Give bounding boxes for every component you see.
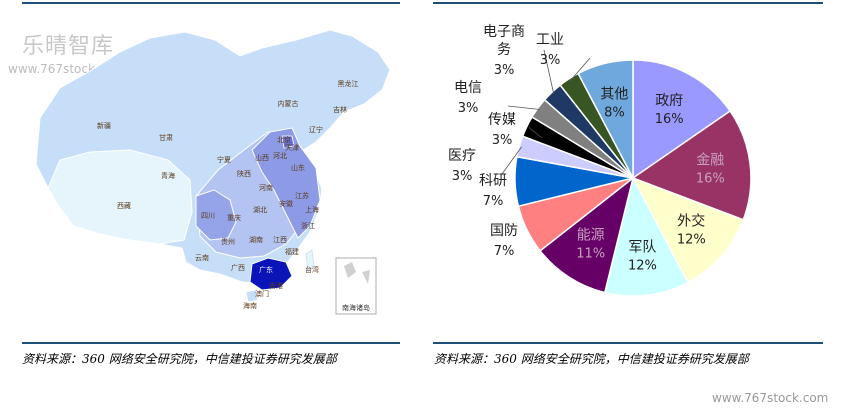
pie-label-value: 3% <box>492 133 513 148</box>
pie-slice-5 <box>539 176 635 294</box>
pie-label-name: 政府 <box>655 93 683 109</box>
pie-label-name: 国防 <box>490 223 518 239</box>
pie-labels: 政府 16% 金融 16% 外交 12% 军队 12% 能源 11% 国防 7% 科研 7% 医疗 3% 传媒 3… <box>448 24 725 273</box>
province-label: 云南 <box>195 253 209 262</box>
pie-label-value: 11% <box>576 246 605 261</box>
pie-label-value: 16% <box>655 112 684 127</box>
province-label: 香港 <box>269 281 283 290</box>
province-label: 北京 <box>277 135 291 144</box>
province-label: 广西 <box>231 263 245 272</box>
pie-label-value: 3% <box>494 63 515 78</box>
hainan-region <box>245 289 259 303</box>
pie-label-name: 能源 <box>577 227 605 243</box>
pie-slice-1 <box>632 59 732 180</box>
province-label: 湖北 <box>253 205 267 214</box>
right-top-rule <box>433 2 823 4</box>
province-label: 天津 <box>285 144 299 152</box>
province-label: 山东 <box>291 163 305 172</box>
south-china-sea-inset <box>335 257 377 315</box>
pie-label-name: 科研 <box>479 173 507 189</box>
pie-label-name: 电子商 <box>483 24 525 40</box>
beijing-region <box>281 135 295 149</box>
province-label: 陕西 <box>237 169 251 178</box>
province-label: 黑龙江 <box>338 79 359 88</box>
industry-pie-panel: 政府 16% 金融 16% 外交 12% 军队 12% 能源 11% 国防 7% 科研 7% 医疗 3% 传媒 3… <box>430 0 843 340</box>
province-label: 西藏 <box>117 201 131 210</box>
province-label: 安徽 <box>279 199 293 208</box>
province-label: 河北 <box>273 152 287 160</box>
pie-leader-lines <box>501 49 591 175</box>
pie-slice-13 <box>577 59 634 179</box>
province-label: 湖南 <box>249 235 263 244</box>
pie-leader-line <box>543 49 555 94</box>
watermark-title: 乐晴智库 <box>22 34 115 59</box>
pie-slice-3 <box>631 176 745 284</box>
pie-label-value: 8% <box>604 105 625 120</box>
pie-label-value: 12% <box>628 258 657 273</box>
pie-leader-line <box>501 146 522 175</box>
province-label: 宁夏 <box>217 155 231 164</box>
province-label: 江西 <box>273 236 287 244</box>
province-label: 浙江 <box>301 221 315 230</box>
industry-pie-chart: 政府 16% 金融 16% 外交 12% 军队 12% 能源 11% 国防 7% 科研 7% 医疗 3% 传媒 3… <box>448 24 752 297</box>
province-label: 辽宁 <box>309 125 323 134</box>
left-top-rule <box>22 2 400 4</box>
pie-slice-2 <box>631 109 752 221</box>
pie-label-name: 务 <box>497 42 511 58</box>
province-label: 台湾 <box>305 265 319 274</box>
pie-label-value: 7% <box>483 194 504 209</box>
province-label: 广东 <box>259 265 273 274</box>
sichuan-region <box>195 189 237 241</box>
left-bottom-rule <box>22 342 400 344</box>
pie-label-name: 工业 <box>536 32 564 48</box>
pie-label-value: 7% <box>494 244 515 259</box>
province-label: 甘肃 <box>159 133 173 142</box>
north-coastal-region <box>251 127 321 239</box>
province-label: 四川 <box>201 212 215 220</box>
pie-label-name: 电信 <box>454 80 482 96</box>
xizang-qinghai-region <box>47 149 193 245</box>
pie-label-value: 3% <box>458 101 479 116</box>
pie-label-value: 16% <box>696 172 725 187</box>
pie-label-value: 3% <box>452 169 473 184</box>
china-map-panel: 南海诸岛 黑龙江吉林辽宁 内蒙古新疆甘肃青海西藏 宁夏 陕西 山西 河北 北京 天津山东河南四… <box>0 0 420 340</box>
pie-leader-line <box>507 105 540 110</box>
province-label: 江苏 <box>295 191 309 200</box>
pie-label-value: 3% <box>540 53 561 68</box>
pie-label-name: 外交 <box>677 213 705 230</box>
province-label: 澳门 <box>255 289 269 298</box>
pie-leader-line <box>528 127 543 139</box>
pie-label-name: 军队 <box>628 239 656 255</box>
province-label: 青海 <box>161 171 175 180</box>
province-label: 上海 <box>305 205 319 214</box>
province-label: 海南 <box>243 301 257 310</box>
pie-leader-line <box>569 57 591 82</box>
province-label: 山西 <box>255 153 269 162</box>
pie-slice-4 <box>603 175 689 297</box>
province-label: 河南 <box>259 183 273 192</box>
taiwan-region <box>305 249 315 273</box>
province-label: 吉林 <box>333 105 347 114</box>
left-source-note: 资料来源：360 网络安全研究院，中信建投证券研究发展部 <box>22 352 337 366</box>
pie-slices <box>514 59 752 297</box>
south-china-sea-label: 南海诸岛 <box>342 303 370 312</box>
pie-label-name: 传媒 <box>488 112 516 128</box>
guangdong-region <box>249 257 293 291</box>
pie-label-name: 医疗 <box>448 148 476 164</box>
right-source-note: 资料来源：360 网络安全研究院，中信建投证券研究发展部 <box>434 352 749 366</box>
watermark-bottom-url: www.767stock.com <box>712 391 829 405</box>
province-label: 新疆 <box>97 121 111 130</box>
province-label: 内蒙古 <box>278 99 299 108</box>
right-bottom-rule <box>433 342 823 344</box>
province-label: 贵州 <box>221 237 235 246</box>
pie-label-name: 其他 <box>600 86 628 102</box>
province-label: 福建 <box>285 247 299 256</box>
pie-label-name: 金融 <box>696 153 724 169</box>
province-label: 重庆 <box>227 213 241 222</box>
south-china-sea-islands <box>344 262 370 284</box>
pie-label-value: 12% <box>677 233 706 248</box>
